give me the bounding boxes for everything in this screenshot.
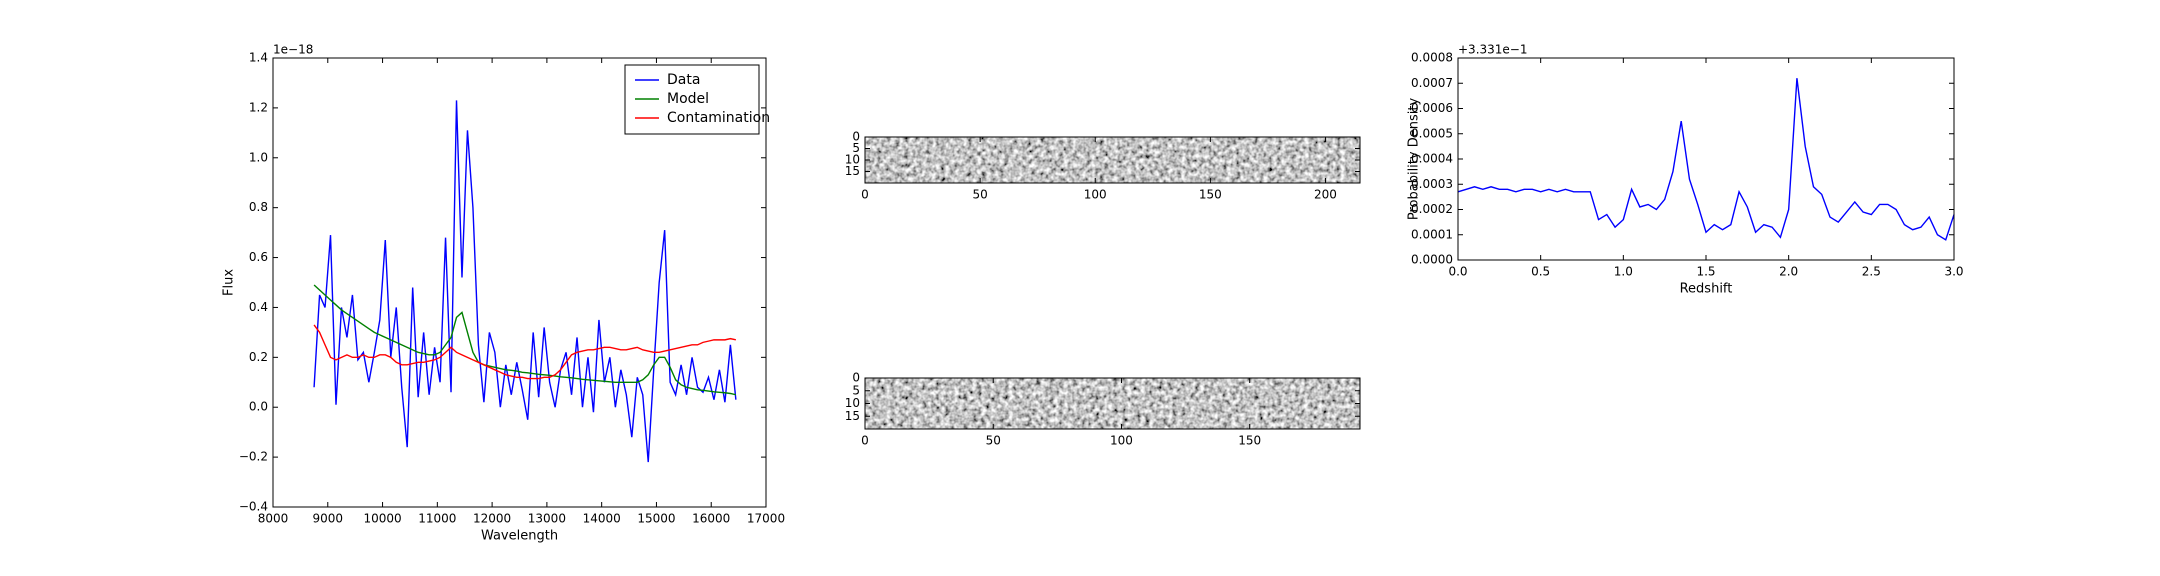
axes-frame [1457, 57, 1955, 261]
x-tick-label: 0 [861, 188, 869, 202]
y-tick-label: 10 [845, 396, 860, 410]
y-tick-label: 10 [845, 153, 860, 167]
y-tick-label: 0.0000 [1411, 253, 1453, 267]
x-tick-label: 50 [986, 434, 1001, 448]
x-tick-label: 9000 [313, 512, 344, 526]
y-tick-label: 0.4 [249, 300, 268, 314]
y-tick-label: 15 [845, 164, 860, 178]
series-line [313, 100, 737, 463]
y-tick-label: 0.0008 [1411, 51, 1453, 65]
y-tick-label: 0.0002 [1411, 202, 1453, 216]
y-tick-label: 0 [852, 130, 860, 144]
y-tick-label: 5 [852, 141, 860, 155]
y-tick-label: 0.0007 [1411, 76, 1453, 90]
series-line [313, 284, 737, 396]
y-tick-label: 5 [852, 383, 860, 397]
x-tick-label: 14000 [583, 512, 621, 526]
x-tick-label: 2.5 [1862, 265, 1881, 279]
series-line [1457, 78, 1955, 241]
y-tick-label: 0.2 [249, 350, 268, 364]
x-tick-label: 1.0 [1614, 265, 1633, 279]
legend-label: Data [667, 72, 700, 88]
series-line [313, 324, 737, 380]
x-tick-label: 150 [1199, 188, 1222, 202]
axes-frame [272, 57, 767, 508]
y-tick-label: 0.0 [249, 400, 268, 414]
panel: 8000 9000 10000 11000 12000 13000 14000 15000 16… [222, 43, 786, 544]
x-tick-label: 12000 [473, 512, 511, 526]
y-tick-label: −0.2 [239, 450, 268, 464]
x-axis-label: Wavelength [481, 529, 558, 544]
x-tick-label: 0 [861, 434, 869, 448]
image-pixels [865, 137, 1360, 183]
y-tick-label: 1.0 [249, 150, 268, 164]
y-tick-label: 0.6 [249, 250, 268, 264]
x-tick-label: 150 [1238, 434, 1261, 448]
x-tick-label: 3.0 [1944, 265, 1963, 279]
y-tick-label: 1.4 [249, 51, 268, 65]
x-axis-label: Redshift [1680, 282, 1733, 297]
y-tick-label: 0.0006 [1411, 101, 1453, 115]
y-tick-label: 0 [852, 371, 860, 385]
x-tick-label: 15000 [637, 512, 675, 526]
x-tick-label: 1.5 [1696, 265, 1715, 279]
x-tick-label: 10000 [363, 512, 401, 526]
y-offset-label: +3.331e−1 [1458, 43, 1527, 57]
x-tick-label: 100 [1110, 434, 1133, 448]
panel: 0.0 0.5 1.0 1.5 2.0 2.5 3.0 0.0000 0.0001 0.0002 0… [1407, 43, 1964, 297]
x-tick-label: 8000 [258, 512, 289, 526]
y-tick-label: 0.0001 [1411, 227, 1453, 241]
y-tick-label: −0.4 [239, 500, 268, 514]
y-tick-label: 1.2 [249, 100, 268, 114]
legend: Data Model Contamination [624, 64, 770, 135]
x-tick-label: 2.0 [1779, 265, 1798, 279]
y-tick-label: 0.0005 [1411, 126, 1453, 140]
x-tick-label: 11000 [418, 512, 456, 526]
y-tick-label: 0.8 [249, 200, 268, 214]
y-axis-label: Flux [222, 269, 237, 296]
x-tick-label: 13000 [528, 512, 566, 526]
x-tick-label: 16000 [692, 512, 730, 526]
legend-label: Contamination [667, 110, 770, 126]
y-offset-label: 1e−18 [273, 43, 313, 57]
y-tick-label: 0.0003 [1411, 177, 1453, 191]
x-tick-label: 0.0 [1448, 265, 1467, 279]
y-tick-label: 15 [845, 409, 860, 423]
image-pixels [865, 378, 1360, 429]
y-axis-label: Probability Density [1407, 98, 1422, 221]
x-tick-label: 0.5 [1531, 265, 1550, 279]
y-tick-label: 0.0004 [1411, 152, 1453, 166]
x-tick-label: 100 [1084, 188, 1107, 202]
x-tick-label: 17000 [747, 512, 785, 526]
x-tick-label: 200 [1314, 188, 1337, 202]
x-tick-label: 50 [972, 188, 987, 202]
legend-label: Model [667, 91, 709, 107]
